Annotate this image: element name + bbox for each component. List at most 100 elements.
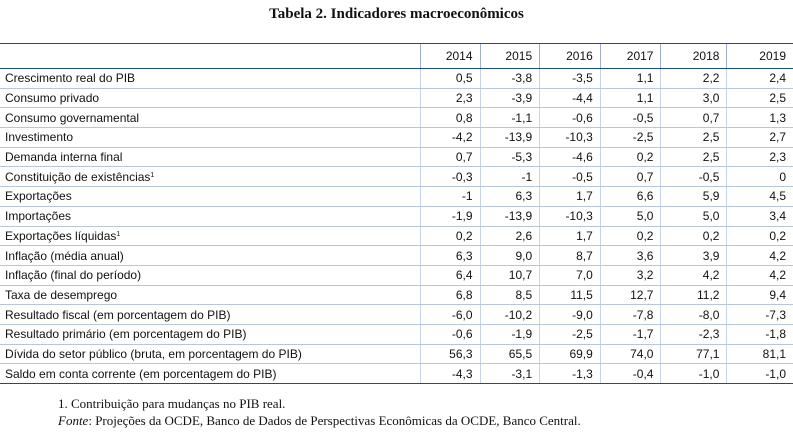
source-text: : Projeções da OCDE, Banco de Dados de P… xyxy=(88,413,581,428)
value-cell: 1,1 xyxy=(599,88,661,109)
value-cell: -0,4 xyxy=(599,363,661,384)
table-row: Exportações -1 6,3 1,7 6,6 5,9 4,5 xyxy=(0,186,793,207)
row-label-cell: Constituição de existências1 xyxy=(0,166,421,188)
value-cell: 5,0 xyxy=(599,206,661,227)
table-row: Crescimento real do PIB 0,5 -3,8 -3,5 1,1 2,2… xyxy=(0,68,793,89)
value-cell: -1,1 xyxy=(479,107,540,129)
value-cell: -10,3 xyxy=(539,127,601,148)
value-cell: 56,3 xyxy=(419,344,481,365)
value-cell: -1,0 xyxy=(726,363,793,384)
value-cell: -5,3 xyxy=(479,147,540,168)
value-cell: 3,4 xyxy=(726,206,793,227)
value-cell: -1,8 xyxy=(726,324,793,345)
value-cell: 3,2 xyxy=(599,265,661,286)
value-cell: 9,4 xyxy=(726,285,793,306)
value-cell: 9,0 xyxy=(479,245,540,266)
value-cell: 0,2 xyxy=(599,147,661,168)
value-cell: 2,3 xyxy=(419,88,481,109)
value-cell: 0,2 xyxy=(419,226,481,247)
column-header: 2014 xyxy=(419,43,481,69)
value-cell: 65,5 xyxy=(479,344,540,365)
row-label: Resultado primário (em porcentagem do PI… xyxy=(5,327,247,342)
table-row: Investimento -4,2 -13,9 -10,3 -2,5 2,5 2,7 xyxy=(0,127,793,148)
value-cell: 8,5 xyxy=(479,285,540,306)
row-label-cell: Exportações xyxy=(0,186,421,207)
value-cell: 3,6 xyxy=(599,245,661,266)
value-cell: 77,1 xyxy=(660,344,727,365)
value-cell: -0,6 xyxy=(539,107,601,129)
value-cell: 0,5 xyxy=(419,68,481,89)
value-cell: 0,7 xyxy=(419,147,481,168)
row-label: Constituição de existências xyxy=(5,169,151,184)
column-header: 2016 xyxy=(539,43,601,69)
table-row: Exportações líquidas1 0,2 2,6 1,7 0,2 0,2 0,2 xyxy=(0,226,793,247)
value-cell: 2,2 xyxy=(660,68,727,89)
table-body: Crescimento real do PIB 0,5 -3,8 -3,5 1,1 2,2… xyxy=(0,68,793,384)
value-cell: 4,5 xyxy=(726,186,793,207)
row-label: Inflação (média anual) xyxy=(5,248,124,263)
value-cell: 1,3 xyxy=(726,107,793,129)
row-label-cell: Taxa de desemprego xyxy=(0,285,421,306)
value-cell: -0,5 xyxy=(660,166,727,188)
value-cell: -10,3 xyxy=(539,206,601,227)
table-row: Importações -1,9 -13,9 -10,3 5,0 5,0 3,4 xyxy=(0,206,793,227)
value-cell: -1 xyxy=(419,186,481,207)
table-notes: 1. Contribuição para mudanças no PIB rea… xyxy=(58,395,581,429)
row-label: Inflação (final do período) xyxy=(5,268,142,283)
row-label-cell: Saldo em conta corrente (em porcentagem … xyxy=(0,363,421,384)
row-label-cell: Inflação (final do período) xyxy=(0,265,421,286)
value-cell: -7,3 xyxy=(726,304,793,325)
row-label-cell: Crescimento real do PIB xyxy=(0,68,421,89)
value-cell: -1 xyxy=(479,166,540,188)
column-header: 2015 xyxy=(479,43,540,69)
row-label: Exportações xyxy=(5,189,72,204)
value-cell: 11,2 xyxy=(660,285,727,306)
value-cell: -3,1 xyxy=(479,363,540,384)
row-label: Investimento xyxy=(5,130,74,145)
header-label-cell xyxy=(0,43,421,69)
table-row: Saldo em conta corrente (em porcentagem … xyxy=(0,363,793,384)
value-cell: -9,0 xyxy=(539,304,601,325)
header-row: 2014 2015 2016 2017 2018 2019 xyxy=(0,43,793,69)
row-label: Taxa de desemprego xyxy=(5,287,118,302)
value-cell: 1,1 xyxy=(599,68,661,89)
row-label-cell: Investimento xyxy=(0,127,421,148)
row-label: Crescimento real do PIB xyxy=(5,71,136,86)
table-row: Inflação (média anual) 6,3 9,0 8,7 3,6 3,9 4,2 xyxy=(0,245,793,266)
value-cell: -1,0 xyxy=(660,363,727,384)
value-cell: 0,8 xyxy=(419,107,481,129)
row-label-cell: Consumo governamental xyxy=(0,107,421,129)
value-cell: 81,1 xyxy=(726,344,793,365)
value-cell: -10,2 xyxy=(479,304,540,325)
footnote: 1. Contribuição para mudanças no PIB rea… xyxy=(58,396,286,411)
value-cell: -8,0 xyxy=(660,304,727,325)
value-cell: -0,5 xyxy=(599,107,661,129)
value-cell: 6,8 xyxy=(419,285,481,306)
value-cell: -13,9 xyxy=(479,127,540,148)
value-cell: 74,0 xyxy=(599,344,661,365)
footnote-marker: 1 xyxy=(150,171,155,179)
value-cell: 0,2 xyxy=(726,226,793,247)
value-cell: -1,7 xyxy=(599,324,661,345)
source-label: Fonte xyxy=(58,413,89,428)
value-cell: 2,5 xyxy=(726,88,793,109)
row-label: Consumo privado xyxy=(5,91,100,106)
value-cell: 10,7 xyxy=(479,265,540,286)
value-cell: 4,2 xyxy=(660,265,727,286)
row-label: Importações xyxy=(5,209,72,224)
table-row: Demanda interna final 0,7 -5,3 -4,6 0,2 2,5 2,… xyxy=(0,147,793,168)
value-cell: 0,2 xyxy=(599,226,661,247)
value-cell: -4,2 xyxy=(419,127,481,148)
value-cell: -0,3 xyxy=(419,166,481,188)
row-label-cell: Consumo privado xyxy=(0,88,421,109)
value-cell: -0,5 xyxy=(539,166,601,188)
row-label-cell: Inflação (média anual) xyxy=(0,245,421,266)
row-label: Exportações líquidas xyxy=(5,228,117,243)
row-label: Resultado fiscal (em porcentagem do PIB) xyxy=(5,307,231,322)
row-label: Saldo em conta corrente (em porcentagem … xyxy=(5,366,277,381)
row-label-cell: Dívida do setor público (bruta, em porce… xyxy=(0,344,421,365)
value-cell: -4,6 xyxy=(539,147,601,168)
indicators-table-container: 2014 2015 2016 2017 2018 2019 Cresciment… xyxy=(0,43,793,384)
value-cell: 6,4 xyxy=(419,265,481,286)
column-header: 2018 xyxy=(660,43,727,69)
